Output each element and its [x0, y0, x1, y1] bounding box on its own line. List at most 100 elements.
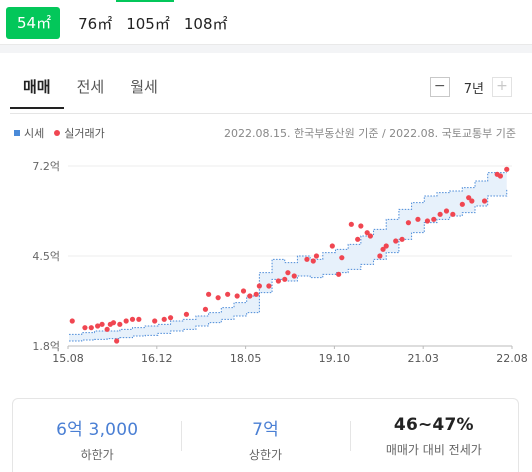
- deal-point: [247, 293, 253, 299]
- deal-type-tabs: 매매 전세 월세: [10, 76, 171, 109]
- x-tick-label: 18.05: [230, 352, 262, 365]
- deal-point: [99, 321, 105, 327]
- period-decrease-button[interactable]: −: [429, 77, 450, 97]
- market-band-area: [69, 172, 507, 341]
- deal-point: [469, 198, 475, 204]
- deal-swatch-icon: [54, 130, 61, 136]
- period-increase-button[interactable]: +: [492, 77, 512, 97]
- area-tab-108[interactable]: 108㎡: [183, 14, 228, 33]
- low-price-label: 하한가: [80, 448, 114, 462]
- deal-point: [504, 166, 510, 172]
- deal-point: [355, 236, 361, 242]
- deal-point: [129, 316, 136, 322]
- deal-point: [364, 230, 370, 236]
- deal-point: [123, 318, 129, 324]
- section-divider: [0, 44, 532, 53]
- deal-point: [285, 270, 291, 276]
- deal-point: [256, 283, 262, 289]
- deal-point: [282, 276, 288, 282]
- deal-point: [104, 326, 110, 332]
- deal-point: [367, 233, 373, 239]
- deal-point: [336, 271, 342, 277]
- deal-point: [377, 253, 383, 259]
- deal-point: [117, 321, 123, 327]
- summary-low: 6억 3,000 하한가: [13, 399, 181, 472]
- high-price-label: 상한가: [248, 448, 283, 462]
- deal-point: [383, 243, 389, 249]
- deal-point: [399, 236, 405, 242]
- deal-point: [215, 295, 221, 301]
- deal-point: [114, 338, 120, 344]
- deal-point: [240, 288, 247, 294]
- deal-point: [437, 211, 443, 217]
- deal-point: [253, 291, 259, 297]
- high-price-value: 7억: [252, 420, 279, 440]
- deal-point: [481, 198, 488, 204]
- deal-point: [266, 283, 272, 289]
- deal-point: [380, 246, 386, 252]
- period-stepper: − 7년 +: [429, 77, 512, 97]
- summary-ratio: 46~47% 매매가 대비 전세가: [349, 399, 518, 472]
- y-tick-label: 1.8억: [32, 340, 60, 353]
- y-tick-label: 4.5억: [32, 250, 60, 263]
- area-tab-76[interactable]: 76㎡: [78, 14, 113, 33]
- period-value: 7년: [463, 81, 484, 97]
- legend-deals: 실거래가: [64, 127, 105, 140]
- x-tick-label: 19.10: [319, 352, 351, 365]
- deal-point: [110, 320, 117, 326]
- deal-point: [466, 195, 472, 201]
- tab-jeonse[interactable]: 전세: [76, 78, 105, 96]
- x-tick-label: 15.08: [52, 352, 84, 365]
- deal-point: [358, 223, 364, 229]
- deal-point: [225, 291, 231, 297]
- area-tab-54[interactable]: 54㎡: [6, 7, 61, 39]
- deal-point: [167, 315, 174, 321]
- deal-point: [459, 201, 465, 207]
- y-tick-label: 7.2억: [32, 160, 60, 173]
- deal-point: [431, 216, 437, 222]
- area-tab-105[interactable]: 105㎡: [126, 14, 170, 33]
- deal-point: [161, 316, 167, 322]
- deal-point: [152, 318, 158, 324]
- deal-point: [95, 323, 101, 329]
- deal-point: [82, 325, 88, 331]
- deal-point: [206, 291, 212, 297]
- tab-monthly-rent[interactable]: 월세: [130, 78, 158, 96]
- deal-point: [348, 221, 354, 227]
- deal-point: [424, 218, 431, 224]
- deal-point: [291, 273, 297, 279]
- deal-point: [183, 311, 190, 317]
- chart-legend: 시세 실거래가: [14, 125, 105, 141]
- market-lower-line: [69, 189, 508, 342]
- deal-point: [313, 253, 320, 259]
- deal-point: [405, 220, 412, 226]
- deal-point: [275, 278, 281, 284]
- area-tabs: 54㎡ 76㎡ 105㎡ 108㎡: [0, 6, 242, 40]
- x-tick-label: 16.12: [141, 352, 173, 365]
- deal-point: [304, 256, 310, 262]
- deal-point: [88, 325, 94, 331]
- low-price-value: 6억 3,000: [56, 420, 139, 440]
- deal-point: [310, 258, 316, 264]
- deal-point: [329, 243, 335, 249]
- deal-point: [443, 208, 450, 214]
- ratio-value: 46~47%: [393, 415, 474, 435]
- market-swatch-icon: [14, 130, 20, 136]
- deal-point: [136, 316, 142, 322]
- deal-point: [234, 293, 240, 299]
- price-summary: 6억 3,000 하한가 7억 상한가 46~47% 매매가 대비 전세가: [12, 398, 519, 472]
- deal-point: [415, 216, 421, 222]
- market-upper-line: [69, 172, 507, 335]
- tabs-underline: [10, 113, 532, 114]
- legend-market: 시세: [24, 127, 45, 140]
- deal-point: [339, 255, 345, 261]
- data-source: 2022.08.15. 한국부동산원 기준 / 2022.08. 국토교통부 기…: [224, 127, 516, 140]
- ratio-label: 매매가 대비 전세가: [385, 443, 482, 457]
- deal-point: [393, 238, 399, 244]
- deal-point: [497, 173, 503, 179]
- x-tick-label: 22.08: [496, 352, 528, 365]
- deal-point: [450, 211, 456, 217]
- active-indicator: [116, 0, 174, 2]
- tab-sale[interactable]: 매매: [10, 76, 64, 109]
